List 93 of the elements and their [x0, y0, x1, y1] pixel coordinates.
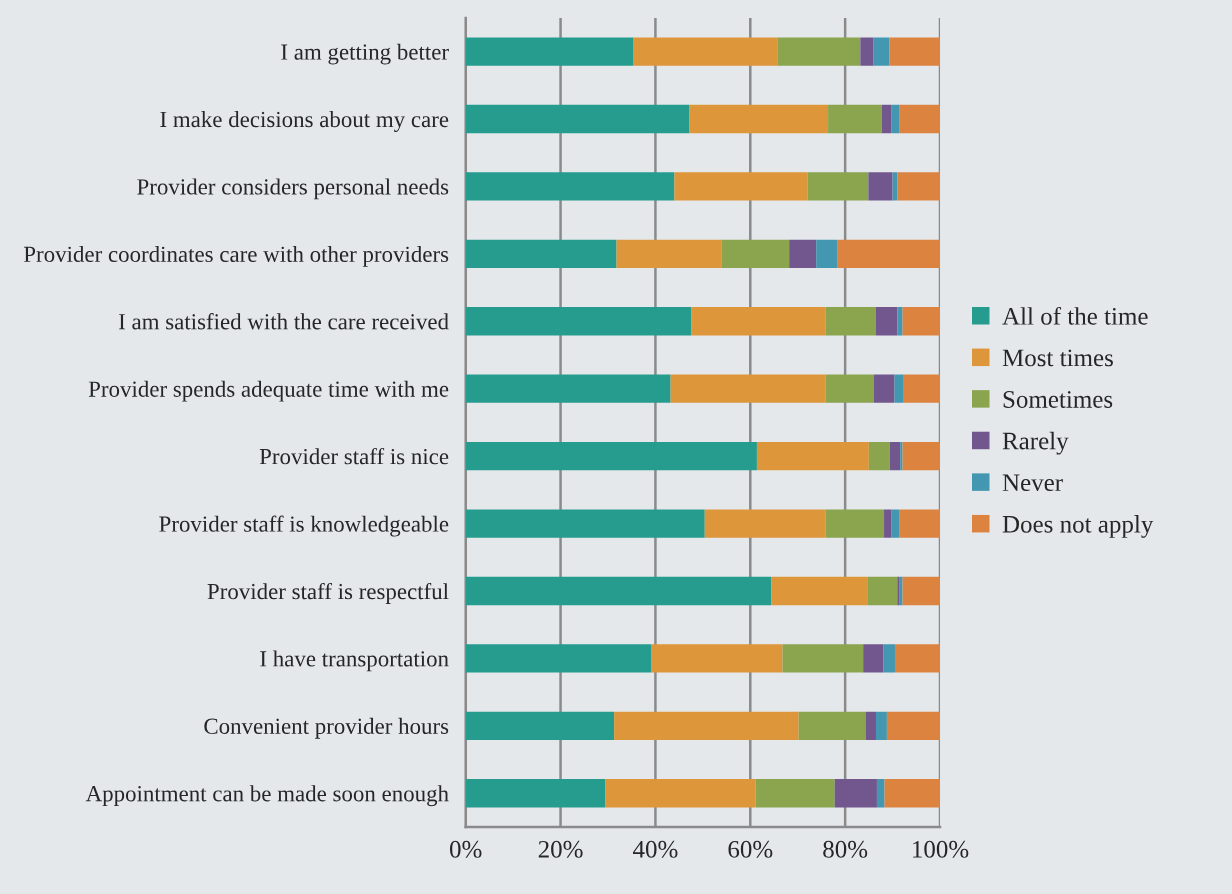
- bar: [897, 307, 903, 336]
- bar: [704, 509, 826, 538]
- bar: [465, 644, 652, 673]
- bar: [868, 441, 890, 471]
- bar: [875, 711, 887, 740]
- y-tick-label: Convenient provider hours: [204, 717, 449, 739]
- y-tick-label: Appointment can be made soon enough: [85, 785, 449, 807]
- bar: [465, 441, 757, 471]
- bar: [465, 779, 606, 808]
- bar: [689, 104, 829, 134]
- bar: [889, 441, 901, 471]
- bar: [894, 374, 904, 403]
- bar: [825, 374, 874, 403]
- bar: [894, 644, 941, 673]
- bar: [651, 644, 783, 673]
- x-tick-label: 80%: [823, 840, 868, 858]
- x-tick-label: 100%: [913, 840, 969, 858]
- y-tick-label: Provider spends adequate time with me: [88, 380, 449, 402]
- bar: [873, 37, 890, 66]
- bar: [902, 576, 941, 606]
- legend-label: Rarely: [1002, 431, 1069, 455]
- legend-label: Most times: [1002, 349, 1113, 367]
- y-tick-label: Provider staff is respectful: [207, 582, 449, 604]
- bar: [873, 374, 895, 403]
- bar: [884, 509, 892, 538]
- bar: [670, 374, 826, 403]
- y-tick-label: I make decisions about my care: [160, 111, 449, 132]
- bar: [886, 711, 941, 740]
- bar: [798, 711, 866, 740]
- bar: [876, 779, 885, 808]
- bar: [863, 644, 884, 673]
- bar: [465, 307, 692, 336]
- bar: [867, 576, 898, 606]
- bar: [465, 172, 675, 201]
- bar: [756, 441, 869, 471]
- bar: [789, 239, 817, 269]
- x-tick-label: 40%: [633, 840, 678, 858]
- bar: [755, 779, 835, 808]
- legend-label: All of the time: [1002, 306, 1148, 325]
- bar: [837, 239, 941, 269]
- bar: [807, 172, 869, 201]
- y-tick-label: I am getting better: [281, 43, 449, 65]
- bar: [899, 104, 941, 134]
- y-tick-label: Provider considers personal needs: [137, 178, 449, 200]
- bar: [883, 644, 895, 673]
- bar: [900, 441, 903, 471]
- bar: [465, 576, 772, 606]
- bar: [465, 239, 617, 269]
- bar: [903, 374, 941, 403]
- bar: [465, 509, 705, 538]
- x-tick-label: 0%: [449, 840, 482, 858]
- y-tick-label: Provider coordinates care with other providers: [23, 245, 449, 267]
- bar: [899, 509, 941, 538]
- bar: [825, 509, 885, 538]
- legend-label: Does not apply: [1002, 515, 1154, 538]
- bar: [771, 576, 868, 606]
- y-tick-label: Provider staff is knowledgeable: [159, 515, 449, 537]
- x-tick-label: 20%: [538, 840, 583, 858]
- bar: [465, 37, 634, 66]
- bar: [902, 307, 941, 336]
- bar: [891, 104, 900, 134]
- bar: [902, 441, 941, 471]
- bar: [884, 779, 941, 808]
- bar: [891, 509, 900, 538]
- bar: [633, 37, 778, 66]
- bar: [605, 779, 756, 808]
- bar: [465, 711, 615, 740]
- bar: [674, 172, 808, 201]
- bar: [691, 307, 826, 336]
- bar: [782, 644, 864, 673]
- bar: [777, 37, 861, 66]
- bar: [465, 104, 690, 134]
- legend-label: Sometimes: [1003, 391, 1113, 408]
- bar: [889, 37, 941, 66]
- bar: [860, 37, 874, 66]
- bar: [865, 711, 876, 740]
- bar: [825, 307, 876, 336]
- bar: [614, 711, 799, 740]
- bar: [816, 239, 838, 269]
- y-tick-label: Provider staff is nice: [259, 447, 449, 465]
- bar: [828, 104, 882, 134]
- bar: [897, 172, 941, 201]
- bar: [868, 172, 893, 201]
- y-tick-label: I am satisfied with the care received: [118, 313, 449, 330]
- y-tick-label: I have transportation: [260, 650, 449, 672]
- bar: [616, 239, 722, 269]
- legend-label: Never: [1002, 474, 1063, 492]
- bar: [834, 779, 877, 808]
- bar: [721, 239, 790, 269]
- bar: [881, 104, 892, 134]
- bar: [465, 374, 671, 403]
- x-tick-label: 60%: [728, 840, 773, 858]
- bar: [875, 307, 898, 336]
